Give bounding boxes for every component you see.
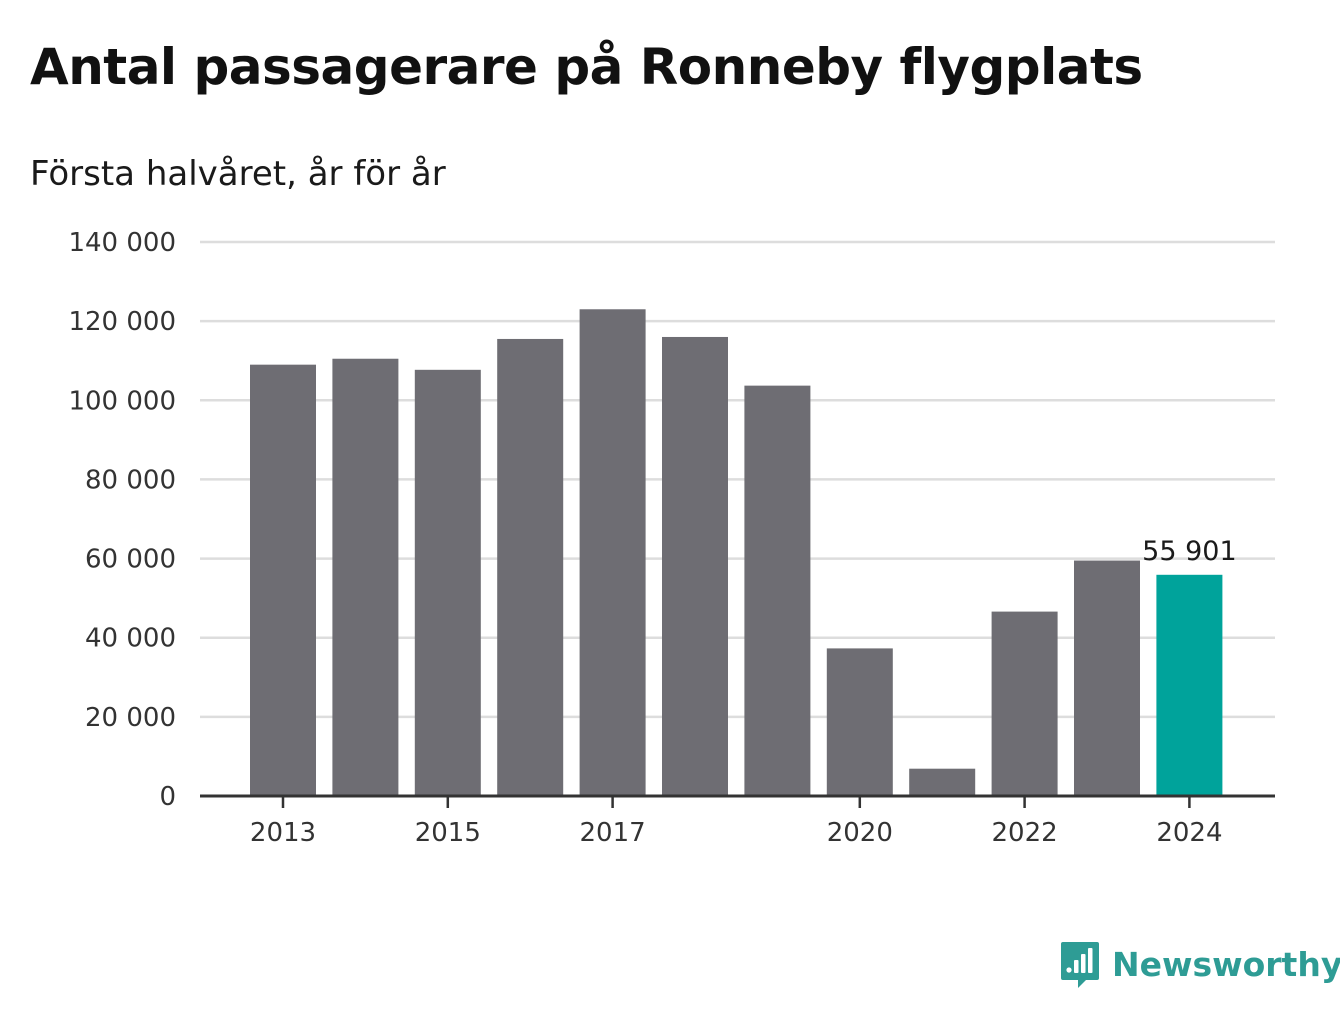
y-tick-label: 20 000	[85, 703, 176, 733]
y-tick-label: 60 000	[85, 545, 176, 575]
bar-2021	[909, 768, 976, 796]
y-tick-label: 0	[159, 782, 176, 812]
labels: 0 20 000 40 000 60 000 80 000 100 000 120 000 1…	[68, 228, 1236, 848]
bar-2014	[332, 358, 399, 796]
bar-2020	[826, 648, 893, 796]
y-tick-label: 120 000	[68, 307, 176, 337]
bars	[250, 309, 1223, 796]
bar-chart: 0 20 000 40 000 60 000 80 000 100 000 120 000 1…	[68, 228, 1275, 848]
bar-2017	[579, 309, 646, 796]
y-tick-label: 40 000	[85, 624, 176, 654]
newsworthy-logo: Newsworthy	[1060, 940, 1340, 988]
bar-2018	[662, 336, 728, 796]
y-tick-label: 140 000	[68, 228, 176, 258]
bar-2022	[991, 611, 1058, 796]
x-tick-label: 2017	[580, 818, 646, 848]
y-tick-label: 100 000	[68, 386, 176, 416]
bar-2013	[250, 364, 316, 796]
axes	[200, 794, 1275, 808]
bar-2019	[744, 385, 811, 796]
data-label-2024: 55 901	[1142, 536, 1236, 567]
x-tick-label: 2013	[250, 818, 316, 848]
bar-2016	[497, 338, 564, 796]
chart-title: Antal passagerare på Ronneby flygplats	[30, 38, 1143, 96]
bar-2023	[1074, 560, 1140, 796]
chart-subtitle: Första halvåret, år för år	[30, 154, 446, 194]
x-tick-label: 2015	[415, 818, 481, 848]
bar-2024	[1156, 574, 1223, 796]
brand-name: Newsworthy	[1112, 944, 1340, 984]
x-tick-label: 2024	[1156, 818, 1222, 848]
bar-chart-bubble-icon	[1061, 942, 1099, 988]
x-tick-label: 2022	[992, 818, 1058, 848]
x-tick-label: 2020	[827, 818, 893, 848]
y-tick-label: 80 000	[85, 465, 176, 495]
bar-2015	[414, 369, 481, 796]
